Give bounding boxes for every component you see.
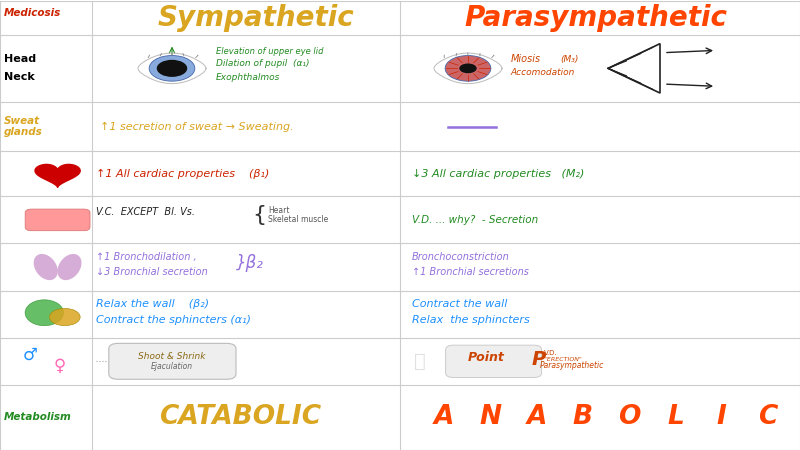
Text: (M₃): (M₃) <box>560 55 578 64</box>
Text: A: A <box>434 405 454 431</box>
Text: L: L <box>667 405 684 431</box>
Text: O: O <box>618 405 640 431</box>
Text: glands: glands <box>4 127 42 137</box>
Text: Ejaculation: Ejaculation <box>151 362 193 371</box>
Text: Heart: Heart <box>268 206 290 215</box>
Circle shape <box>157 60 187 77</box>
FancyBboxPatch shape <box>446 345 542 378</box>
Text: ↑1 secretion of sweat → Sweating.: ↑1 secretion of sweat → Sweating. <box>100 122 294 132</box>
Text: Miosis: Miosis <box>510 54 541 64</box>
Text: Sweat: Sweat <box>4 117 40 126</box>
Text: Dilation of pupil  (α₁): Dilation of pupil (α₁) <box>216 59 310 68</box>
Polygon shape <box>138 53 206 84</box>
Text: V.D. ... why?  - Secretion: V.D. ... why? - Secretion <box>412 215 538 225</box>
FancyBboxPatch shape <box>25 209 90 231</box>
FancyBboxPatch shape <box>109 343 236 379</box>
Text: ANABOLIC: ANABOLIC <box>0 449 1 450</box>
Text: ↓3 All cardiac properties   (M₂): ↓3 All cardiac properties (M₂) <box>412 169 584 179</box>
Text: A: A <box>526 405 546 431</box>
Polygon shape <box>434 53 502 84</box>
Ellipse shape <box>34 254 58 280</box>
Text: V.C.  EXCEPT  Bl. Vs.: V.C. EXCEPT Bl. Vs. <box>96 207 195 217</box>
Text: ♂: ♂ <box>23 346 38 364</box>
Text: "ERECTION": "ERECTION" <box>544 356 582 362</box>
Text: }β₂: }β₂ <box>236 254 264 272</box>
Text: Parasympathetic: Parasympathetic <box>465 4 727 32</box>
Text: P: P <box>532 351 546 369</box>
Text: Relax the wall    (β₂): Relax the wall (β₂) <box>96 299 209 309</box>
Text: ♀: ♀ <box>54 357 66 375</box>
Text: {: { <box>252 205 266 225</box>
Ellipse shape <box>25 300 63 326</box>
Text: Point: Point <box>468 351 505 364</box>
Text: Elevation of upper eye lid: Elevation of upper eye lid <box>216 47 323 56</box>
Text: ↑1 Bronchodilation ,: ↑1 Bronchodilation , <box>96 252 197 262</box>
Text: ↓3 Bronchial secretion: ↓3 Bronchial secretion <box>96 266 208 276</box>
Text: Contract the wall: Contract the wall <box>412 299 507 309</box>
Text: Bronchoconstriction: Bronchoconstriction <box>412 252 510 262</box>
Text: I: I <box>717 405 726 431</box>
Text: V.D.: V.D. <box>544 350 558 356</box>
Circle shape <box>445 55 491 81</box>
Text: Metabolism: Metabolism <box>4 413 72 423</box>
Text: Exophthalmos: Exophthalmos <box>216 73 280 82</box>
Text: Medicosis: Medicosis <box>4 9 62 18</box>
Text: Shoot & Shrink: Shoot & Shrink <box>138 352 206 361</box>
Ellipse shape <box>50 308 80 326</box>
Circle shape <box>149 55 195 81</box>
Text: C: C <box>758 405 778 431</box>
Circle shape <box>459 63 477 73</box>
Text: ↑1 All cardiac properties    (β₁): ↑1 All cardiac properties (β₁) <box>96 169 270 179</box>
Text: ⛹: ⛹ <box>414 352 426 371</box>
Text: ↑1 Bronchial secretions: ↑1 Bronchial secretions <box>412 266 529 276</box>
Text: Parasympathetic: Parasympathetic <box>540 361 604 370</box>
Text: Head: Head <box>4 54 36 64</box>
Text: Relax  the sphincters: Relax the sphincters <box>412 315 530 324</box>
Text: Accomodation: Accomodation <box>510 68 574 77</box>
Text: N: N <box>479 405 502 431</box>
Text: Neck: Neck <box>4 72 34 82</box>
Text: Sympathetic: Sympathetic <box>158 4 354 32</box>
Text: CATABOLIC: CATABOLIC <box>159 405 321 431</box>
Text: Contract the sphincters (α₁): Contract the sphincters (α₁) <box>96 315 251 324</box>
Ellipse shape <box>58 254 82 280</box>
Polygon shape <box>35 164 80 187</box>
Text: Skeletal muscle: Skeletal muscle <box>268 216 328 225</box>
Polygon shape <box>608 44 660 93</box>
Text: B: B <box>573 405 593 431</box>
